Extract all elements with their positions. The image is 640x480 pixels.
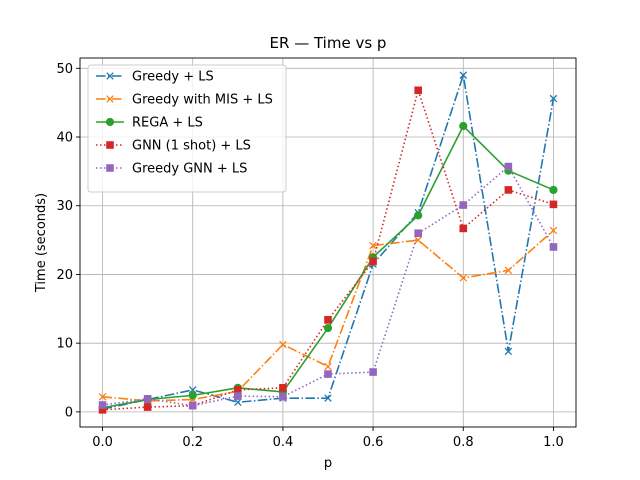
data-point <box>143 403 152 411</box>
y-tick-label: 10 <box>56 337 73 352</box>
data-point <box>234 398 242 407</box>
y-tick-label: 40 <box>56 131 73 146</box>
x-tick-label: 0.0 <box>92 435 113 450</box>
legend-marker <box>106 72 114 80</box>
legend-marker <box>105 117 115 127</box>
legend-item: Greedy + LS <box>96 70 214 85</box>
series-layer <box>98 71 558 414</box>
legend-item: Greedy GNN + LS <box>96 162 247 177</box>
data-point <box>324 370 332 378</box>
legend-label: GNN (1 shot) + LS <box>132 139 251 154</box>
data-point <box>504 266 513 275</box>
legend-marker <box>106 95 114 103</box>
y-axis-label: Time (seconds) <box>34 193 49 293</box>
data-point <box>414 211 423 220</box>
data-point <box>143 395 152 403</box>
plot-frame <box>79 57 577 428</box>
data-point <box>279 384 287 392</box>
data-point <box>549 94 558 103</box>
data-point <box>324 316 332 324</box>
legend-item: GNN (1 shot) + LS <box>96 139 251 154</box>
data-point <box>414 236 422 244</box>
legend-label: REGA + LS <box>132 116 203 131</box>
x-tick-label: 1.0 <box>543 435 564 450</box>
series-5 <box>98 162 558 410</box>
legend-marker <box>106 141 114 149</box>
axes-ticks: 0.0 0.2 0.4 0.6 0.8 1.0 0 10 20 30 40 50 <box>56 62 563 450</box>
data-point <box>504 162 513 171</box>
y-tick-label: 50 <box>56 62 73 77</box>
series-4 <box>98 86 558 414</box>
data-point <box>279 340 287 349</box>
data-point <box>369 257 377 266</box>
data-point <box>459 121 468 131</box>
data-point <box>98 401 107 409</box>
y-tick-label: 0 <box>65 405 73 420</box>
legend-item: Greedy with MIS + LS <box>96 93 273 108</box>
data-point <box>324 394 332 402</box>
y-tick-label: 20 <box>56 268 73 283</box>
legend-label: Greedy GNN + LS <box>132 162 247 177</box>
y-tick-label: 30 <box>56 199 73 214</box>
data-point <box>459 201 468 209</box>
legend-marker <box>106 164 114 172</box>
data-point <box>279 392 287 401</box>
legend-label: Greedy with MIS + LS <box>132 93 273 108</box>
data-point <box>234 386 242 394</box>
data-point <box>414 86 422 95</box>
x-tick-label: 0.8 <box>453 435 474 450</box>
data-point <box>188 401 197 410</box>
data-point <box>459 274 468 282</box>
data-point <box>549 243 558 251</box>
legend-label: Greedy + LS <box>132 70 214 85</box>
data-point <box>459 224 468 233</box>
data-point <box>323 323 333 333</box>
legend-box <box>87 64 287 193</box>
data-point <box>324 362 332 371</box>
data-point <box>504 347 513 356</box>
data-point <box>98 393 107 401</box>
x-tick-label: 0.2 <box>182 435 203 450</box>
data-point <box>459 71 468 79</box>
x-tick-label: 0.4 <box>273 435 294 450</box>
data-point <box>369 241 377 250</box>
data-point <box>504 186 513 194</box>
data-point <box>188 391 197 400</box>
data-point <box>549 185 558 195</box>
data-point <box>414 229 422 238</box>
data-point <box>549 226 558 235</box>
data-point <box>369 368 377 376</box>
x-tick-label: 0.6 <box>363 435 384 450</box>
data-point <box>549 200 558 209</box>
chart-title: ER — Time vs p <box>270 34 387 52</box>
data-point <box>234 392 242 400</box>
x-axis-label: p <box>324 456 332 471</box>
legend: Greedy + LS Greedy with MIS + LS REGA + LS… <box>87 64 287 193</box>
legend-item: REGA + LS <box>96 116 203 131</box>
